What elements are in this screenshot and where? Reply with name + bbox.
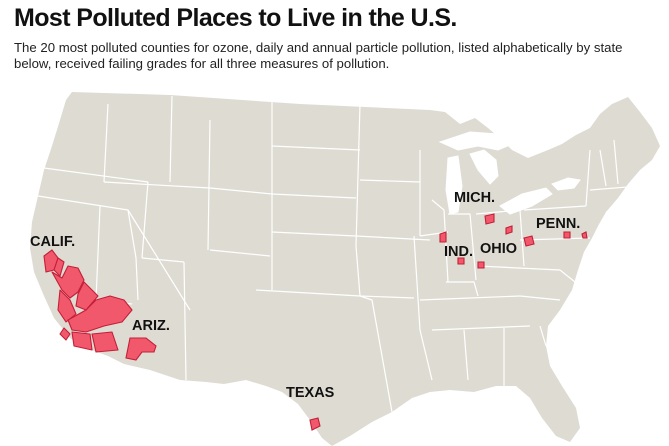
ohio-county-2 xyxy=(505,225,513,235)
label-pennsylvania: PENN. xyxy=(536,216,580,232)
us-landmass xyxy=(30,92,660,446)
arizona-county xyxy=(125,337,157,361)
label-texas: TEXAS xyxy=(286,385,335,401)
label-arizona: ARIZ. xyxy=(132,318,170,334)
penn-county-3 xyxy=(581,231,588,239)
state-borders xyxy=(37,95,641,413)
page-subtitle: The 20 most polluted counties for ozone,… xyxy=(14,40,623,71)
penn-county-1 xyxy=(523,235,535,247)
us-map: CALIF. ARIZ. TEXAS MICH. IND. OHIO PENN. xyxy=(0,80,669,446)
great-lakes xyxy=(438,131,581,215)
label-indiana: IND. xyxy=(444,244,473,260)
page-title: Most Polluted Places to Live in the U.S. xyxy=(14,4,457,32)
label-ohio: OHIO xyxy=(480,241,517,257)
indiana-county-2 xyxy=(457,257,465,265)
ohio-county-1 xyxy=(477,261,485,269)
california-counties xyxy=(43,249,133,353)
michigan-county xyxy=(484,213,495,225)
label-california: CALIF. xyxy=(30,234,75,250)
penn-county-2 xyxy=(563,231,571,239)
texas-county xyxy=(309,417,321,431)
indiana-county-1 xyxy=(439,231,447,243)
label-michigan: MICH. xyxy=(454,190,495,206)
